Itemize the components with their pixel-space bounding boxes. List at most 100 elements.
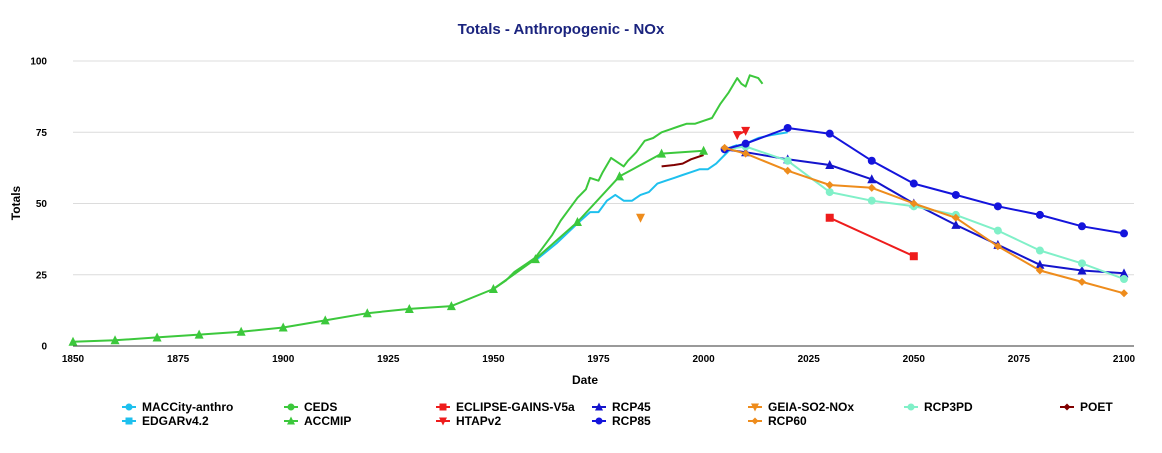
data-point xyxy=(1035,259,1045,269)
data-point xyxy=(825,129,834,138)
legend-item-edgarv4-2[interactable]: EDGARv4.2 xyxy=(122,414,209,428)
data-point xyxy=(993,226,1002,235)
legend-swatch-marker xyxy=(1063,403,1071,411)
legend-item-accmip[interactable]: ACCMIP xyxy=(284,414,351,428)
data-point xyxy=(951,213,960,222)
legend-swatch-marker xyxy=(751,403,759,412)
legend-label: RCP3PD xyxy=(924,400,973,414)
x-tick-label: 1975 xyxy=(587,354,610,365)
data-point xyxy=(1035,246,1044,255)
series-line xyxy=(492,74,764,290)
legend-label: RCP45 xyxy=(612,400,651,414)
data-point xyxy=(278,322,288,332)
data-point xyxy=(741,149,750,158)
data-point xyxy=(993,242,1002,251)
data-point xyxy=(909,199,918,208)
series-eclipse-gains-v5a xyxy=(825,213,918,261)
chart-title: Totals - Anthropogenic - NOx xyxy=(458,21,665,38)
data-point xyxy=(825,213,834,222)
series-line xyxy=(724,127,1125,235)
data-point xyxy=(699,145,709,155)
legend-swatch-marker xyxy=(287,416,295,425)
data-point xyxy=(446,301,456,311)
data-point xyxy=(867,196,876,205)
legend-item-geia-so2-nox[interactable]: GEIA-SO2-NOx xyxy=(748,400,854,414)
legend-swatch-marker xyxy=(125,403,133,411)
data-point xyxy=(1120,289,1128,298)
series-line xyxy=(829,216,915,258)
legend-item-htapv2[interactable]: HTAPv2 xyxy=(436,414,501,428)
legend-label: RCP85 xyxy=(612,414,651,428)
y-tick-label: 75 xyxy=(36,128,48,139)
plot-area xyxy=(68,74,1129,346)
data-point xyxy=(951,219,961,229)
series-line xyxy=(724,145,1125,280)
x-tick-label: 2050 xyxy=(903,354,926,365)
x-tick-label: 2100 xyxy=(1113,354,1136,365)
data-point xyxy=(488,284,498,293)
data-point xyxy=(615,171,625,181)
legend-swatch-marker xyxy=(907,403,915,411)
series-htapv2 xyxy=(732,126,751,141)
data-point xyxy=(825,160,835,170)
x-tick-label: 2075 xyxy=(1008,354,1031,365)
legend-label: HTAPv2 xyxy=(456,414,501,428)
data-point xyxy=(1077,265,1087,275)
data-point xyxy=(320,315,330,325)
data-point xyxy=(1035,210,1044,219)
legend-item-rcp85[interactable]: RCP85 xyxy=(592,414,651,428)
data-point xyxy=(657,148,667,158)
x-tick-label: 1925 xyxy=(377,354,400,365)
legend-label: RCP60 xyxy=(768,414,807,428)
series-line xyxy=(661,154,704,168)
legend-label: MACCity-anthro xyxy=(142,400,233,414)
legend-item-rcp45[interactable]: RCP45 xyxy=(592,400,651,414)
x-tick-label: 2025 xyxy=(798,354,821,365)
data-point xyxy=(825,188,834,197)
data-point xyxy=(362,308,372,318)
data-point xyxy=(110,335,120,345)
legend-label: ECLIPSE-GAINS-V5a xyxy=(456,400,575,414)
legend[interactable]: MACCity-anthro CEDS ECLIPSE-GAINS-V5a RCP45… xyxy=(122,400,1113,428)
data-point xyxy=(867,156,876,165)
legend-item-poet[interactable]: POET xyxy=(1060,400,1113,414)
legend-item-maccity-anthro[interactable]: MACCity-anthro xyxy=(122,400,233,414)
series-accmip xyxy=(68,145,709,346)
data-point xyxy=(783,166,792,175)
legend-swatch-marker xyxy=(439,417,447,426)
legend-item-ceds[interactable]: CEDS xyxy=(284,400,337,414)
data-point xyxy=(404,303,414,313)
series-line xyxy=(724,148,1125,275)
series-rcp60 xyxy=(720,143,1128,298)
data-point xyxy=(783,156,792,165)
data-point xyxy=(1035,266,1044,275)
data-point xyxy=(909,179,918,188)
x-axis-label: Date xyxy=(572,373,598,387)
data-point xyxy=(636,213,646,223)
legend-label: CEDS xyxy=(304,400,337,414)
data-point xyxy=(572,217,582,227)
data-point xyxy=(1077,259,1086,268)
legend-swatch-marker xyxy=(287,403,295,411)
data-point xyxy=(867,174,877,184)
y-tick-label: 0 xyxy=(41,342,47,353)
legend-item-rcp60[interactable]: RCP60 xyxy=(748,414,807,428)
legend-item-eclipse-gains-v5a[interactable]: ECLIPSE-GAINS-V5a xyxy=(436,400,575,414)
data-point xyxy=(1120,275,1128,284)
data-point xyxy=(530,254,540,264)
legend-swatch-marker xyxy=(125,417,133,425)
data-point xyxy=(194,329,204,339)
y-tick-label: 25 xyxy=(36,270,48,281)
series-rcp3pd xyxy=(724,142,1128,284)
legend-swatch-marker xyxy=(595,402,603,411)
data-point xyxy=(68,336,78,346)
data-point xyxy=(1077,222,1086,231)
data-point xyxy=(1119,268,1129,278)
series-geia-so2-nox xyxy=(636,213,646,223)
data-point xyxy=(236,326,246,336)
legend-swatch-marker xyxy=(439,403,447,411)
legend-label: ACCMIP xyxy=(304,414,351,428)
legend-item-rcp3pd[interactable]: RCP3PD xyxy=(904,400,973,414)
legend-label: POET xyxy=(1080,400,1113,414)
